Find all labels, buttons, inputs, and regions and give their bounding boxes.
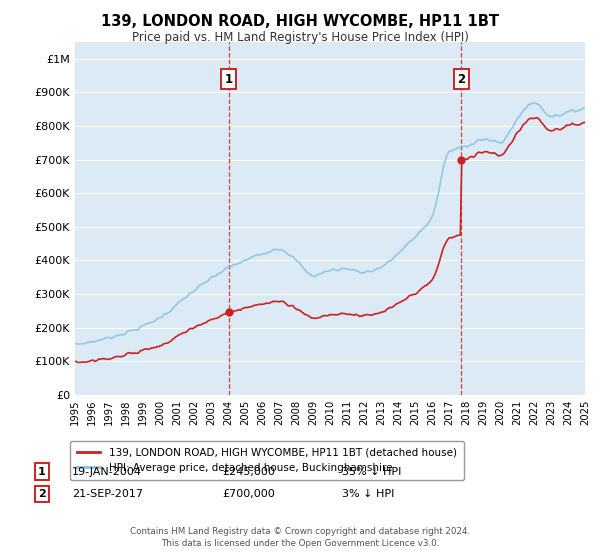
- Text: 35% ↓ HPI: 35% ↓ HPI: [342, 466, 401, 477]
- Text: 139, LONDON ROAD, HIGH WYCOMBE, HP11 1BT: 139, LONDON ROAD, HIGH WYCOMBE, HP11 1BT: [101, 14, 499, 29]
- Text: 1: 1: [225, 73, 233, 86]
- Text: 1: 1: [38, 466, 46, 477]
- Text: Contains HM Land Registry data © Crown copyright and database right 2024.
This d: Contains HM Land Registry data © Crown c…: [130, 527, 470, 548]
- Legend: 139, LONDON ROAD, HIGH WYCOMBE, HP11 1BT (detached house), HPI: Average price, d: 139, LONDON ROAD, HIGH WYCOMBE, HP11 1BT…: [70, 441, 464, 480]
- Text: 2: 2: [38, 489, 46, 499]
- Text: £245,000: £245,000: [222, 466, 275, 477]
- Text: 21-SEP-2017: 21-SEP-2017: [72, 489, 143, 499]
- Text: Price paid vs. HM Land Registry's House Price Index (HPI): Price paid vs. HM Land Registry's House …: [131, 31, 469, 44]
- Text: 3% ↓ HPI: 3% ↓ HPI: [342, 489, 394, 499]
- Text: 2: 2: [457, 73, 466, 86]
- Text: £700,000: £700,000: [222, 489, 275, 499]
- Text: 19-JAN-2004: 19-JAN-2004: [72, 466, 142, 477]
